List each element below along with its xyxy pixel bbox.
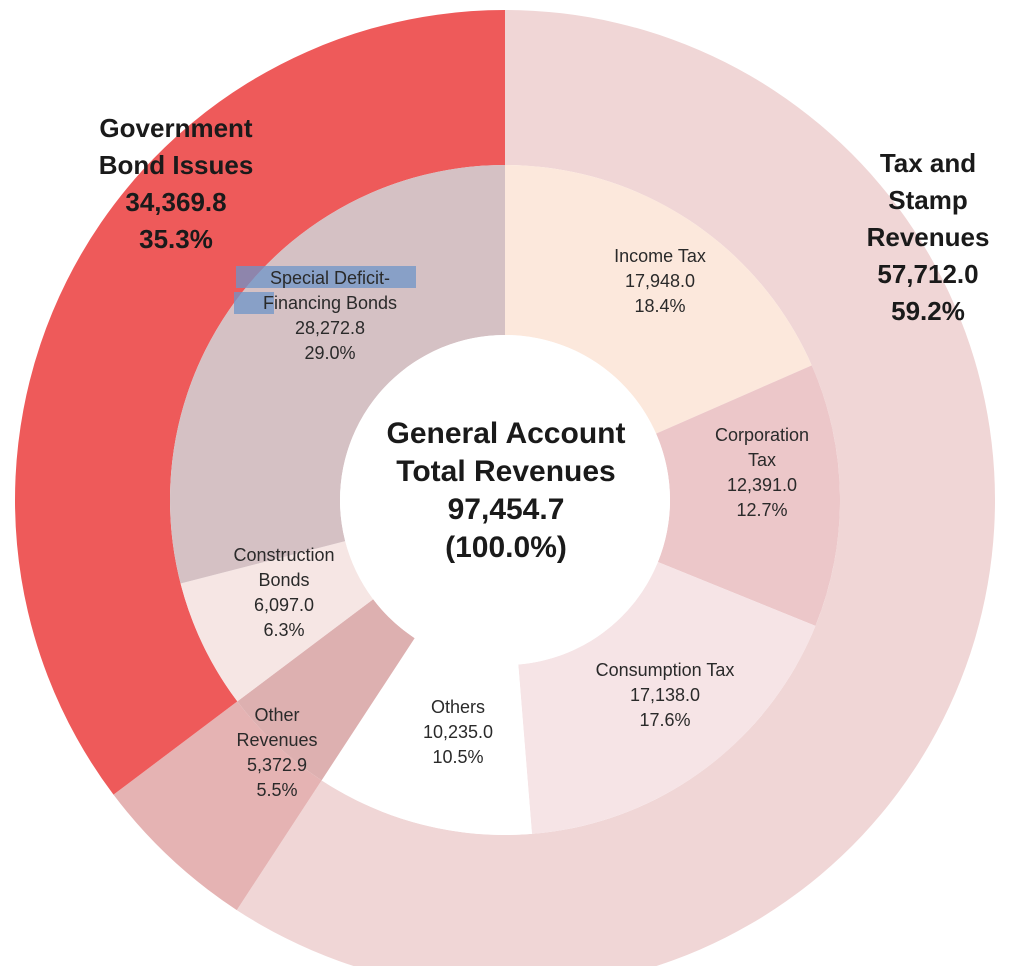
inner-label-corporation-line1: Corporation: [715, 425, 809, 445]
inner-label-others: Others 10,235.0 10.5%: [423, 697, 493, 767]
outer-label-tax-line2: Stamp: [888, 185, 967, 215]
outer-label-bonds-line1: Government: [99, 113, 252, 143]
outer-label-tax-line1: Tax and: [880, 148, 976, 178]
center-label: General Account Total Revenues 97,454.7 …: [387, 417, 626, 564]
inner-slice-6: [169, 165, 505, 584]
inner-label-other-revenues-line2: Revenues: [236, 730, 317, 750]
inner-label-others-value: 10,235.0: [423, 722, 493, 742]
inner-label-others-percent: 10.5%: [432, 747, 483, 767]
inner-slice-1: [656, 365, 840, 626]
inner-label-consumption-value: 17,138.0: [630, 685, 700, 705]
inner-label-special-deficit-line1: Special Deficit-: [270, 268, 390, 288]
outer-label-tax-percent: 59.2%: [891, 296, 965, 326]
outer-slice-2: [14, 10, 505, 795]
center-title-line1: General Account: [387, 417, 626, 450]
outer-label-tax-line3: Revenues: [867, 222, 990, 252]
text-highlight-2: [234, 292, 274, 314]
outer-ring: [14, 10, 995, 966]
inner-slice-3: [321, 638, 532, 835]
inner-slice-4: [237, 599, 415, 781]
inner-label-other-revenues-percent: 5.5%: [256, 780, 297, 800]
outer-slice-1: [113, 701, 322, 911]
inner-label-consumption-line1: Consumption Tax: [596, 660, 735, 680]
inner-slice-5: [180, 541, 374, 702]
outer-slice-0: [236, 10, 995, 966]
outer-label-tax-value: 57,712.0: [877, 259, 978, 289]
inner-label-income-percent: 18.4%: [634, 296, 685, 316]
inner-label-special-deficit-percent: 29.0%: [304, 343, 355, 363]
outer-label-tax: Tax and Stamp Revenues 57,712.0 59.2%: [867, 148, 990, 326]
center-hole: [340, 335, 670, 665]
center-total-value: 97,454.7: [448, 493, 565, 526]
inner-label-special-deficit: Special Deficit- Financing Bonds 28,272.…: [263, 268, 397, 363]
outer-label-bonds-value: 34,369.8: [125, 187, 226, 217]
outer-label-bonds-line2: Bond Issues: [99, 150, 254, 180]
inner-label-corporation-value: 12,391.0: [727, 475, 797, 495]
inner-label-corporation-line2: Tax: [748, 450, 776, 470]
outer-label-bonds: Government Bond Issues 34,369.8 35.3%: [99, 113, 254, 254]
inner-label-income-line1: Income Tax: [614, 246, 706, 266]
inner-label-corporation: Corporation Tax 12,391.0 12.7%: [715, 425, 809, 520]
outer-label-bonds-percent: 35.3%: [139, 224, 213, 254]
inner-label-construction-line2: Bonds: [258, 570, 309, 590]
inner-label-consumption: Consumption Tax 17,138.0 17.6%: [596, 660, 735, 730]
inner-label-income: Income Tax 17,948.0 18.4%: [614, 246, 706, 316]
inner-label-other-revenues-line1: Other: [254, 705, 299, 725]
inner-label-construction: Construction Bonds 6,097.0 6.3%: [233, 545, 334, 640]
inner-label-construction-percent: 6.3%: [263, 620, 304, 640]
inner-label-consumption-percent: 17.6%: [639, 710, 690, 730]
inner-label-special-deficit-value: 28,272.8: [295, 318, 365, 338]
inner-label-special-deficit-line2: Financing Bonds: [263, 293, 397, 313]
inner-label-corporation-percent: 12.7%: [736, 500, 787, 520]
inner-label-other-revenues: Other Revenues 5,372.9 5.5%: [236, 705, 317, 800]
inner-slice-0: [505, 165, 812, 434]
inner-slice-2: [518, 562, 816, 834]
inner-label-others-line1: Others: [431, 697, 485, 717]
inner-ring: [169, 165, 840, 835]
center-title-line2: Total Revenues: [396, 455, 616, 488]
inner-label-construction-line1: Construction: [233, 545, 334, 565]
inner-label-construction-value: 6,097.0: [254, 595, 314, 615]
center-total-percent: (100.0%): [445, 531, 567, 564]
inner-label-income-value: 17,948.0: [625, 271, 695, 291]
text-highlight: [236, 266, 416, 288]
inner-label-other-revenues-value: 5,372.9: [247, 755, 307, 775]
